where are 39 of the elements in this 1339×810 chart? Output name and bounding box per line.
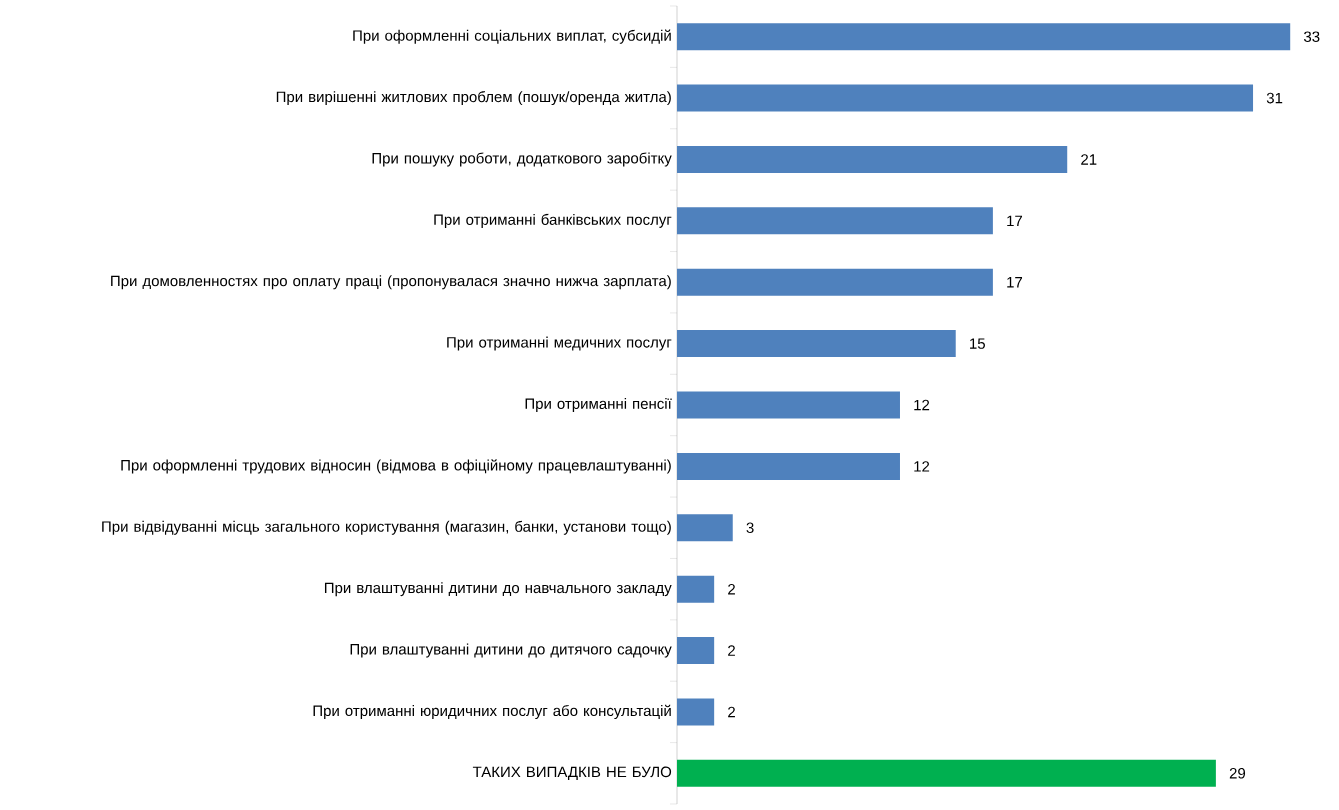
y-tick-label: ТАКИХ ВИПАДКІВ НЕ БУЛО	[472, 766, 672, 781]
bar	[677, 514, 733, 542]
y-tick-label: При влаштуванні дитини до навчального закладу	[324, 582, 672, 597]
y-tick-label: При отриманні юридичних послуг або консультацій	[313, 704, 671, 720]
y-tick-label: При оформленні трудових відносин (відмова в офіційному працевлаштуванні)	[121, 459, 671, 474]
data-label: 2	[728, 645, 735, 656]
data-label: 17	[1007, 215, 1023, 226]
y-tick-label: При отриманні пенсії	[525, 398, 672, 412]
bar	[677, 452, 900, 480]
y-tick-label: При отриманні медичних послуг	[447, 336, 672, 351]
data-label: 33	[1303, 31, 1320, 42]
bar	[677, 23, 1291, 51]
y-tick-label: При вирішенні житлових проблем (пошук/оренда житла)	[276, 91, 671, 106]
y-tick-label: При влаштуванні дитини до дитячого садочку	[350, 643, 672, 658]
bar	[677, 759, 1216, 787]
data-label: 31	[1266, 92, 1283, 104]
data-label: 21	[1081, 154, 1097, 165]
y-tick-label: При оформленні соціальних виплат, субсидій	[353, 29, 671, 44]
data-label: 29	[1229, 767, 1246, 779]
data-label: 12	[914, 399, 930, 411]
y-tick-label: При домовленностях про оплату праці (пропонувалася значно нижча зарплата)	[111, 275, 671, 290]
bar	[677, 330, 956, 358]
y-tick-label: При пошуку роботи, додаткового заробітку	[372, 152, 672, 167]
bar	[677, 391, 900, 419]
y-tick-label: При отриманні банківських послуг	[434, 213, 672, 228]
data-label: 12	[914, 461, 930, 472]
bar	[677, 268, 993, 296]
y-tick-label: При відвідуванні місць загального користування (магазин, банки, установи тощо)	[102, 520, 671, 535]
bar	[677, 637, 715, 665]
data-label: 2	[728, 583, 735, 595]
data-label: 17	[1007, 277, 1023, 288]
data-label: 3	[746, 522, 754, 534]
bar	[677, 698, 715, 726]
bar	[677, 145, 1068, 173]
bar	[677, 207, 993, 235]
bar	[677, 84, 1254, 112]
data-label: 2	[728, 706, 735, 718]
bar	[677, 575, 715, 603]
data-label: 15	[970, 338, 985, 349]
